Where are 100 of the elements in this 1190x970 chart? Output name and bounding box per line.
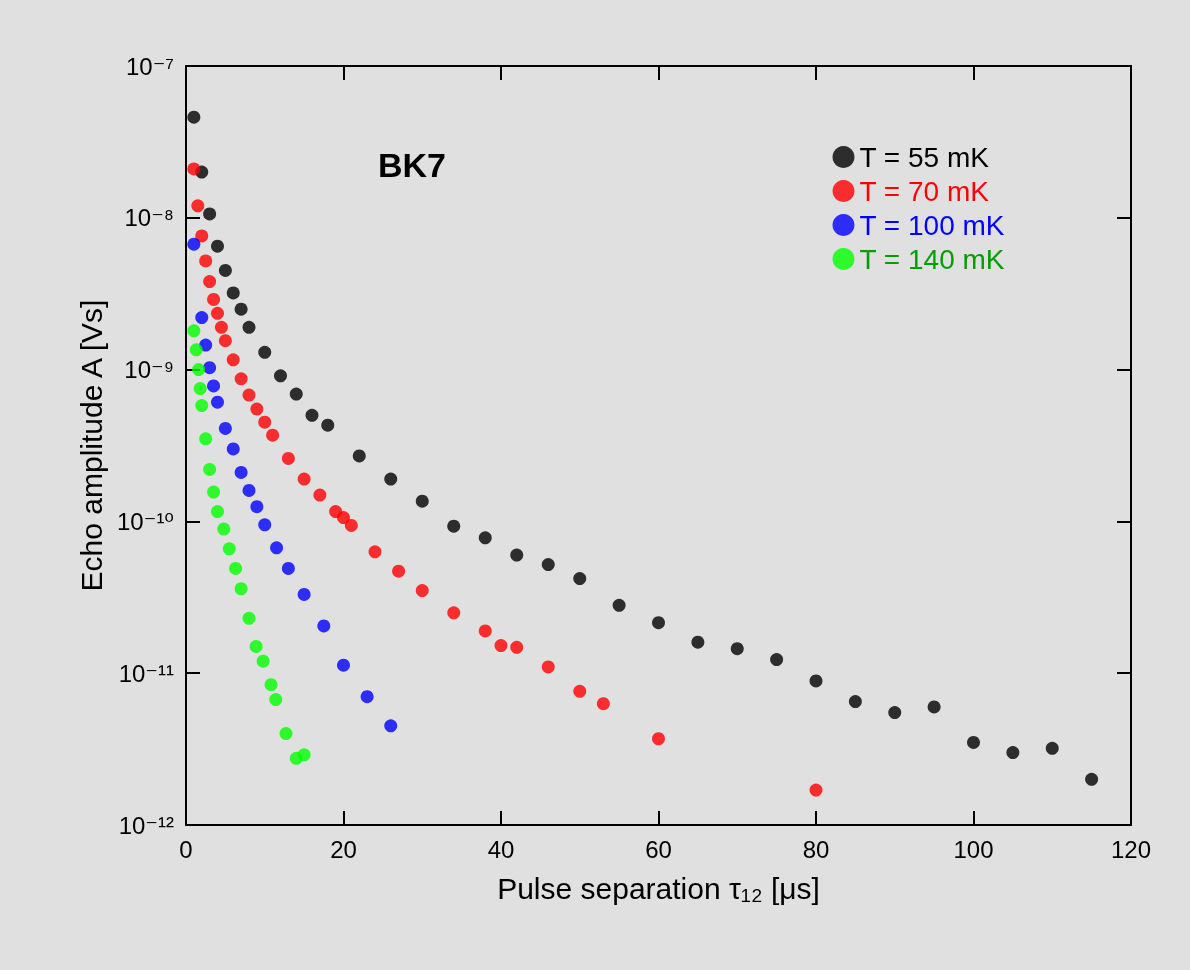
point xyxy=(281,561,295,575)
point xyxy=(266,428,280,442)
point xyxy=(270,541,284,555)
point xyxy=(888,706,902,720)
point xyxy=(222,542,236,556)
point xyxy=(203,462,217,476)
point xyxy=(317,619,331,633)
point xyxy=(234,582,248,596)
legend-label: T = 140 mK xyxy=(859,243,1005,275)
point xyxy=(207,379,221,393)
point xyxy=(249,639,263,653)
point xyxy=(927,700,941,714)
point xyxy=(211,306,224,320)
point xyxy=(187,324,201,338)
annotation: BK7 xyxy=(378,146,447,184)
point xyxy=(207,485,221,499)
y-tick-label: 10⁻⁸ xyxy=(124,204,174,232)
point xyxy=(234,302,248,316)
point xyxy=(612,598,626,612)
point xyxy=(384,719,398,733)
point xyxy=(494,639,508,653)
point xyxy=(189,343,203,357)
point xyxy=(510,640,524,654)
point xyxy=(730,642,744,656)
point xyxy=(289,387,303,401)
point xyxy=(652,732,665,746)
point xyxy=(203,361,217,375)
point xyxy=(297,472,311,486)
point xyxy=(691,635,705,649)
point xyxy=(313,488,327,502)
point xyxy=(848,695,862,709)
point xyxy=(226,442,240,456)
point xyxy=(297,587,311,601)
point xyxy=(541,558,555,572)
point xyxy=(218,263,232,277)
point xyxy=(187,237,201,251)
point xyxy=(1006,746,1020,760)
x-axis-title: Pulse separation τ₁₂ [μs] xyxy=(497,871,820,905)
x-tick-label: 0 xyxy=(179,835,193,863)
point xyxy=(337,511,350,525)
x-tick-label: 20 xyxy=(330,835,357,863)
x-tick-label: 80 xyxy=(802,835,830,863)
point xyxy=(203,275,217,289)
legend-label: T = 55 mK xyxy=(859,141,990,173)
point xyxy=(269,693,283,707)
point xyxy=(218,334,232,348)
point xyxy=(191,199,205,213)
point xyxy=(256,654,270,668)
point xyxy=(192,363,206,377)
x-tick-label: 120 xyxy=(1110,835,1152,863)
point xyxy=(229,561,243,575)
point xyxy=(242,483,256,497)
point xyxy=(321,418,335,432)
x-tick-label: 100 xyxy=(953,835,994,863)
point xyxy=(211,395,224,409)
point xyxy=(214,320,228,334)
legend-label: T = 70 mK xyxy=(859,175,990,207)
point xyxy=(264,678,278,692)
point xyxy=(281,451,295,465)
point xyxy=(234,465,248,479)
y-tick-label: 10⁻¹² xyxy=(118,811,174,839)
point xyxy=(226,353,240,367)
point xyxy=(770,653,784,667)
point xyxy=(510,548,524,562)
point xyxy=(207,292,221,306)
y-tick-label: 10⁻¹¹ xyxy=(118,659,174,687)
point xyxy=(211,239,224,253)
point xyxy=(652,616,665,630)
point xyxy=(258,415,272,429)
point xyxy=(573,572,587,586)
point xyxy=(809,674,823,688)
point xyxy=(360,690,374,704)
point xyxy=(187,162,201,176)
point xyxy=(352,449,366,463)
point xyxy=(195,399,209,413)
point xyxy=(250,402,264,416)
point xyxy=(234,372,248,386)
point xyxy=(203,207,217,221)
point xyxy=(242,388,256,402)
point xyxy=(596,697,610,711)
point xyxy=(226,286,240,300)
y-tick-label: 10⁻¹⁰ xyxy=(117,507,174,535)
point xyxy=(344,518,358,532)
y-tick-label: 10⁻⁹ xyxy=(124,356,174,384)
y-tick-label: 10⁻⁷ xyxy=(125,52,174,80)
point xyxy=(541,660,555,674)
y-axis-title: Echo amplitude A [Vs] xyxy=(74,299,108,592)
point xyxy=(258,518,272,532)
point xyxy=(447,519,461,533)
point xyxy=(392,564,406,578)
point xyxy=(1045,741,1059,755)
point xyxy=(573,684,587,698)
point xyxy=(305,408,319,422)
point xyxy=(218,421,232,435)
point xyxy=(211,505,224,519)
point xyxy=(415,584,429,598)
legend-label: T = 100 mK xyxy=(859,209,1005,241)
point xyxy=(195,229,209,243)
point xyxy=(478,531,492,545)
point xyxy=(1085,772,1099,786)
